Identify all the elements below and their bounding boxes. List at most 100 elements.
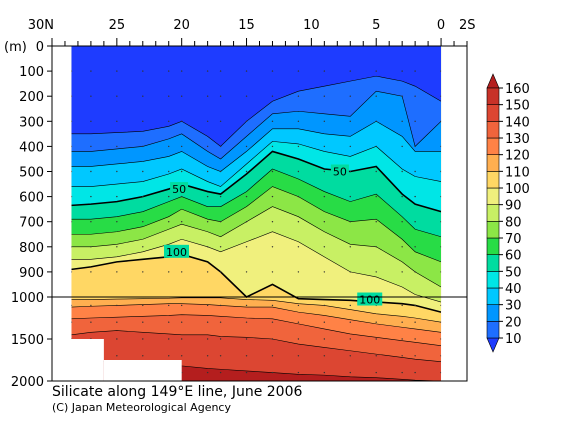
sample-dot [206, 246, 209, 248]
sample-dot [375, 221, 377, 223]
sample-dot [116, 338, 118, 340]
sample-dot [414, 246, 416, 248]
sample-dot [90, 246, 92, 248]
sample-dot [71, 95, 73, 97]
sample-dot [414, 271, 416, 273]
sample-dot [375, 195, 377, 198]
sample-dot [219, 271, 222, 273]
sample-dot [206, 304, 209, 307]
plot-area: 50 50 100 100 [64, 46, 442, 381]
sample-dot [401, 246, 403, 248]
sample-dot [349, 271, 351, 273]
colorbar-swatch [486, 154, 500, 172]
y-tick-label: 300 [19, 115, 44, 130]
sample-dot [219, 246, 222, 248]
colorbar-swatch [486, 254, 500, 272]
y-tick-label: 2000 [11, 375, 44, 390]
sample-dot [271, 321, 274, 323]
sample-dot [180, 195, 183, 198]
sample-dot [271, 120, 274, 123]
sample-dot [90, 195, 92, 198]
sample-dot [349, 371, 351, 374]
sample-dot [323, 120, 326, 123]
sample-dot [349, 120, 351, 123]
sample-dot [414, 304, 416, 307]
colorbar-swatch [486, 271, 500, 289]
colorbar-label: 80 [505, 215, 522, 230]
sample-dot [297, 321, 300, 323]
contour-line [71, 90, 442, 160]
colorbar-label: 30 [505, 299, 522, 314]
chart-title: Silicate along 149°E line, June 2006 [52, 384, 303, 400]
sample-dot [414, 371, 416, 374]
sample-dot [297, 246, 300, 248]
sample-dot [90, 120, 92, 123]
sample-dot [297, 145, 300, 148]
sample-dot [401, 304, 403, 307]
sample-dot [206, 95, 209, 97]
sample-dot [90, 271, 92, 273]
sample-dot [375, 120, 377, 123]
colorbar-label: 110 [505, 165, 530, 180]
sample-dot [71, 321, 73, 323]
sample-dot [116, 355, 118, 357]
sample-dot [206, 271, 209, 273]
sample-dot [245, 120, 248, 123]
sample-dot [168, 170, 170, 173]
sample-dot [168, 304, 170, 307]
sample-dot [323, 338, 326, 340]
sample-dot [440, 304, 442, 307]
sample-dot [206, 145, 209, 148]
sample-dot [116, 70, 118, 72]
contour-line [71, 186, 442, 263]
sample-dot [375, 246, 377, 248]
sample-dot [323, 195, 326, 198]
sample-dot [349, 95, 351, 97]
sample-dot [323, 70, 326, 72]
sample-dot [349, 170, 351, 173]
x-tick-label: 2S [459, 18, 476, 33]
y-tick-label: 900 [19, 266, 44, 281]
sample-dot [401, 355, 403, 357]
colorbar-label: 130 [505, 132, 530, 147]
sample-dot [414, 338, 416, 340]
contour-label: 50 [172, 183, 186, 196]
sample-dot [180, 271, 183, 273]
sample-dot [245, 371, 248, 374]
sample-dot [245, 304, 248, 307]
sample-dot [375, 355, 377, 357]
y-tick-label: 1000 [11, 291, 44, 306]
sample-dot [323, 321, 326, 323]
sample-dot [323, 304, 326, 307]
sample-dot [375, 145, 377, 148]
sample-dot [219, 170, 222, 173]
sample-dot [245, 70, 248, 72]
contour-label-bg [330, 164, 349, 178]
sample-dot [401, 338, 403, 340]
y-tick-label: 500 [19, 166, 44, 181]
sample-dot [323, 95, 326, 97]
sample-dot [168, 221, 170, 223]
contour-line [71, 168, 442, 238]
sample-dot [245, 355, 248, 357]
y-tick-label: 800 [19, 241, 44, 256]
sample-dot [297, 170, 300, 173]
sample-dot [245, 145, 248, 148]
sample-dot [440, 271, 442, 273]
sample-dot [168, 195, 170, 198]
sample-dot [71, 145, 73, 148]
sample-dot [142, 145, 144, 148]
sample-dot [168, 271, 170, 273]
sample-dot [414, 145, 416, 148]
sample-dot [116, 95, 118, 97]
sample-dot [219, 304, 222, 307]
sample-dot [168, 321, 170, 323]
colorbar-label: 40 [505, 282, 522, 297]
sample-dot [349, 145, 351, 148]
colorbar-swatch [486, 87, 500, 105]
sample-dot [168, 338, 170, 340]
sample-dot [219, 195, 222, 198]
sample-dot [71, 195, 73, 198]
sample-dot [271, 271, 274, 273]
